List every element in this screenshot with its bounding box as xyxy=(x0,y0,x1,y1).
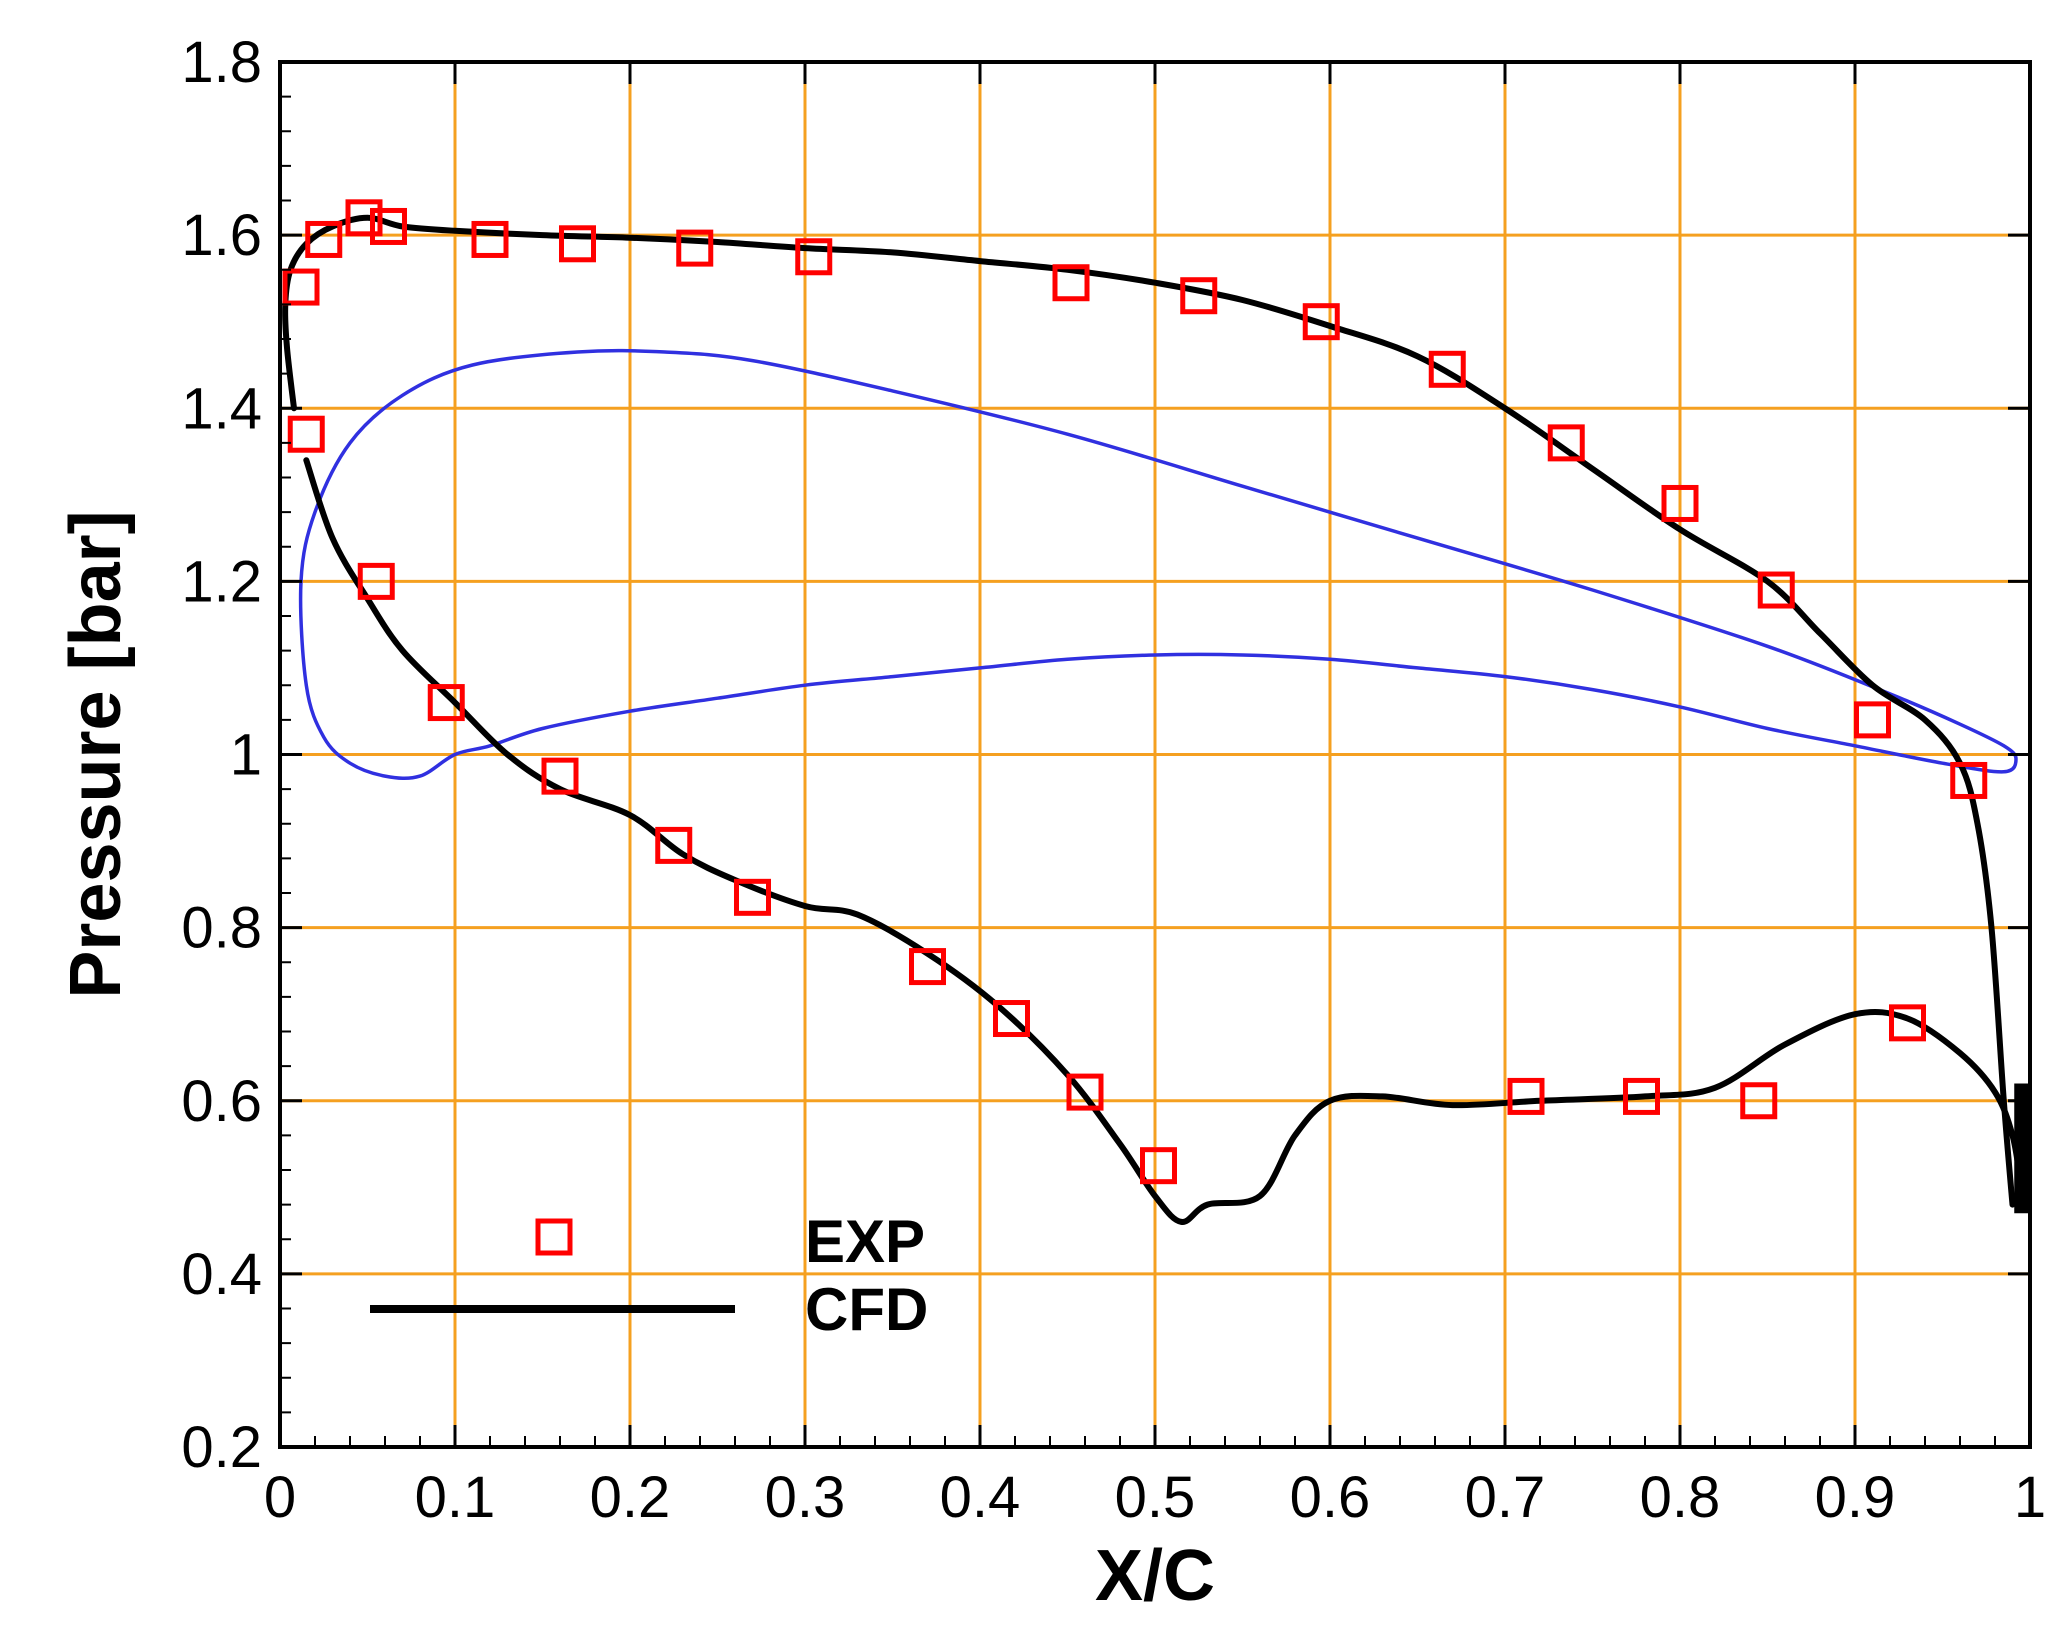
exp-point xyxy=(370,207,407,245)
legend-exp-marker xyxy=(535,1218,573,1256)
exp-point xyxy=(345,199,383,237)
exp-point xyxy=(1302,303,1340,341)
x-tick-label: 0.3 xyxy=(765,1465,846,1530)
x-tick-label: 0.5 xyxy=(1115,1465,1196,1530)
exp-point xyxy=(471,220,509,258)
y-axis-label: Pressure [bar] xyxy=(56,510,136,998)
y-tick-label: 0.2 xyxy=(181,1415,262,1480)
x-tick-label: 0 xyxy=(264,1465,296,1530)
exp-point xyxy=(795,238,833,276)
exp-point xyxy=(993,1000,1030,1038)
exp-point xyxy=(1507,1077,1545,1115)
plot-frame xyxy=(278,60,2032,1449)
exp-point xyxy=(1547,424,1585,462)
exp-point xyxy=(655,826,693,864)
y-tick-label: 0.6 xyxy=(181,1069,262,1134)
exp-point xyxy=(357,562,395,600)
x-tick-label: 0.2 xyxy=(590,1465,671,1530)
exp-point xyxy=(541,757,579,795)
exp-point xyxy=(909,948,946,986)
x-tick-label: 0.9 xyxy=(1815,1465,1896,1530)
exp-point xyxy=(427,684,465,722)
x-tick-label: 0.4 xyxy=(940,1465,1021,1530)
x-tick-label: 0.1 xyxy=(415,1465,496,1530)
y-tick-label: 0.4 xyxy=(181,1242,262,1307)
exp-point xyxy=(1740,1082,1778,1120)
exp-point xyxy=(1140,1147,1177,1185)
exp-point xyxy=(305,220,343,258)
y-tick-label: 1.4 xyxy=(181,376,262,441)
profile-series xyxy=(298,348,2018,781)
cfd-line xyxy=(303,457,2025,1225)
exp-point xyxy=(287,415,325,453)
y-tick-label: 1.6 xyxy=(181,203,262,268)
exp-point xyxy=(1757,571,1795,609)
legend-cfd-label: CFD xyxy=(805,1276,928,1343)
x-tick-label: 0.7 xyxy=(1465,1465,1546,1530)
grid-lines xyxy=(280,62,2030,1447)
y-tick-label: 1.2 xyxy=(181,549,262,614)
profile-line xyxy=(298,348,2018,781)
tick-labels: 0 0.1 0.2 0.3 0.4 0.5 0.6 0.7 0.8 0.9 1 0.2 0.4 0.6 0.… xyxy=(181,30,2046,1530)
exp-point xyxy=(1623,1077,1660,1115)
y-tick-label: 1 xyxy=(230,723,262,788)
exp-series xyxy=(282,199,1988,1185)
exp-point xyxy=(1889,1004,1926,1042)
exp-point xyxy=(559,225,596,263)
exp-point xyxy=(1428,350,1466,388)
axes xyxy=(278,60,2032,1449)
cfd-line xyxy=(282,214,2016,1208)
exp-point xyxy=(1066,1073,1104,1111)
x-axis-label: X/C xyxy=(1095,1536,1215,1616)
legend: EXP CFD xyxy=(370,1208,928,1343)
y-tick-label: 1.8 xyxy=(181,30,262,95)
exp-point xyxy=(1854,701,1891,739)
x-tick-label: 1 xyxy=(2014,1465,2046,1530)
legend-exp-label: EXP xyxy=(805,1208,925,1275)
y-tick-label: 0.8 xyxy=(181,896,262,961)
exp-point xyxy=(1052,264,1090,302)
exp-point xyxy=(1950,761,1988,799)
exp-point xyxy=(734,878,771,916)
exp-point xyxy=(282,268,320,306)
exp-point xyxy=(1661,484,1699,522)
x-tick-label: 0.8 xyxy=(1640,1465,1721,1530)
cfd-series xyxy=(282,214,2029,1225)
exp-point xyxy=(676,229,714,267)
x-tick-label: 0.6 xyxy=(1290,1465,1371,1530)
exp-point xyxy=(1180,277,1218,315)
